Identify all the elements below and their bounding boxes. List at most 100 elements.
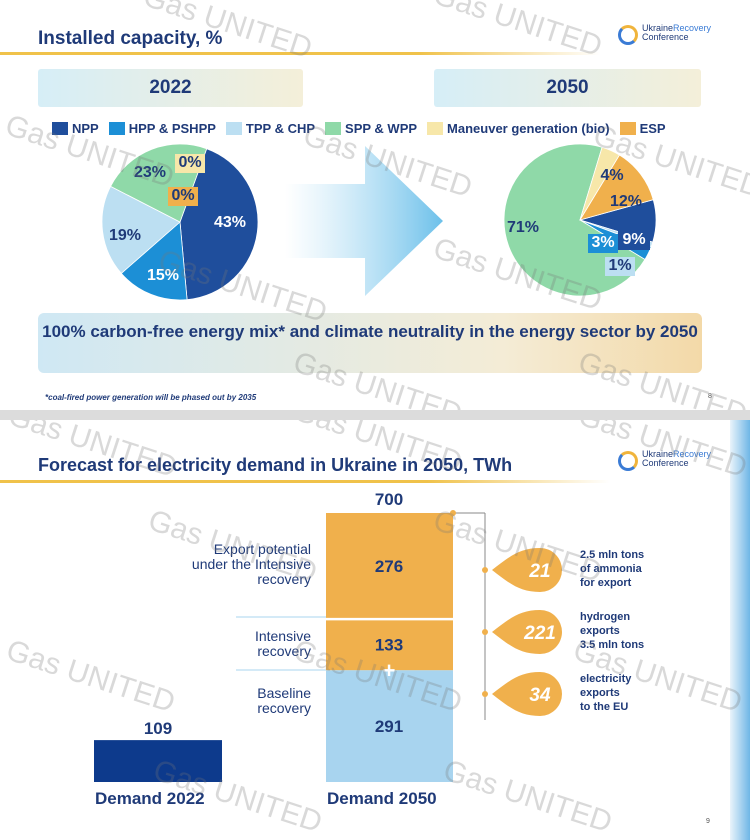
legend-item-tpp-chp: TPP & CHP xyxy=(225,121,316,136)
segment-label-intensive: Intensive recovery xyxy=(255,629,311,659)
segment-label-line: under the Intensive xyxy=(191,556,311,572)
logo-name: Ukraine xyxy=(642,23,674,33)
export-text: electricity exports to the EU xyxy=(580,672,631,714)
legend-item-spp-wpp: SPP & WPP xyxy=(325,121,417,136)
pie-label-bg xyxy=(168,187,198,206)
pie-label-maneuver-generation-bio: 0% xyxy=(178,154,201,171)
footnote: *coal-fired power generation will be pha… xyxy=(45,393,257,402)
logo-name-2: Recovery xyxy=(673,23,712,33)
legend-label: ESP xyxy=(639,121,666,136)
bar-segment-intensive xyxy=(326,619,453,671)
legend-label: TPP & CHP xyxy=(245,121,316,136)
bar-segment-baseline xyxy=(326,670,453,782)
segment-label-line: Intensive xyxy=(254,628,311,644)
export-drop xyxy=(492,672,562,716)
plus-sign: + xyxy=(383,658,396,683)
export-text-line: 2.5 mln tons xyxy=(580,549,645,561)
pie-2050: 9% 1% 3% 71% 4% 12% xyxy=(503,143,657,297)
pie-label-npp: 43% xyxy=(214,214,246,231)
pie-label-npp: 9% xyxy=(622,231,645,248)
year-2050-box: 2050 xyxy=(434,69,701,107)
page-number: 8 xyxy=(708,393,712,400)
segment-label-export: Export potential under the Intensive recov… xyxy=(192,542,311,587)
legend-swatch xyxy=(52,122,68,135)
segment-label-line: Export potential xyxy=(213,541,311,557)
legend-label: Maneuver generation (bio) xyxy=(447,121,610,136)
export-text: 2.5 mln tons of ammonia for export xyxy=(580,548,644,590)
logo-sub: Conference xyxy=(642,458,689,468)
pie-label-bg xyxy=(605,257,635,276)
bracket-dot xyxy=(482,691,488,697)
category-label-2050: Demand 2050 xyxy=(327,789,437,808)
legend-swatch xyxy=(619,122,636,135)
slide-electricity-demand: Forecast for electricity demand in Ukrai… xyxy=(0,420,750,840)
conference-logo: UkraineRecovery Conference xyxy=(618,24,711,46)
arrow-graphic xyxy=(285,146,443,296)
legend-item-esp: ESP xyxy=(619,121,666,136)
bracket-dot xyxy=(482,567,488,573)
bracket-dot xyxy=(482,629,488,635)
slide2-title: Forecast for electricity demand in Ukrai… xyxy=(38,455,513,475)
segment-label-line: recovery xyxy=(257,643,311,659)
pie-label-spp-wpp: 23% xyxy=(134,164,166,181)
pie-label-esp: 12% xyxy=(610,193,642,210)
slide1-title: Installed capacity, % xyxy=(38,28,223,49)
logo-icon xyxy=(618,451,638,471)
legend-swatch xyxy=(108,122,125,135)
pie-slice-npp xyxy=(179,148,259,301)
bar-value-intensive-recovery: 133 xyxy=(375,636,403,655)
pie-slice-esp xyxy=(579,154,654,221)
logo-name: Ukraine xyxy=(642,449,674,459)
pie-label-hpp-pshpp: 3% xyxy=(591,234,614,251)
bar-segment-export xyxy=(326,513,453,620)
legend: NPP HPP & PSHPP TPP & CHP SPP & WPP Maneuver… xyxy=(52,121,666,136)
legend-item-maneuver-generation-bio: Maneuver generation (bio) xyxy=(427,121,610,136)
export-text: hydrogen exports 3.5 mln tons xyxy=(580,610,644,652)
export-text-line: hydrogen xyxy=(580,611,631,623)
conference-logo: UkraineRecovery Conference xyxy=(618,450,711,472)
logo-name-2: Recovery xyxy=(673,449,712,459)
logo-icon xyxy=(618,25,638,45)
pie-label-maneuver-generation-bio: 4% xyxy=(600,167,623,184)
title-underline xyxy=(0,480,610,483)
export-text-line: to the EU xyxy=(580,701,629,713)
pie-2022: 43% 15% 19% 23% 0% 0% xyxy=(101,143,259,301)
pie-slice-tpp-chp xyxy=(101,185,181,274)
export-text-line: 3.5 mln tons xyxy=(580,639,645,651)
segment-label-line: recovery xyxy=(257,700,311,716)
legend-swatch xyxy=(427,122,444,135)
logo-sub: Conference xyxy=(642,32,689,42)
legend-label: SPP & WPP xyxy=(345,121,418,136)
pie-slice-hpp-pshpp xyxy=(120,221,188,301)
bar-total-2022: 109 xyxy=(144,719,172,738)
bar-total-2050: 700 xyxy=(375,490,403,509)
export-text-line: electricity xyxy=(580,673,632,685)
pie-label-tpp-chp: 19% xyxy=(109,227,141,244)
legend-swatch xyxy=(225,122,242,135)
export-drop xyxy=(492,548,562,592)
legend-swatch xyxy=(325,122,342,135)
legend-label: HPP & PSHPP xyxy=(128,121,216,136)
export-text-line: exports xyxy=(580,687,620,699)
legend-item-hpp-pshpp: HPP & PSHPP xyxy=(108,121,216,136)
export-text-line: for export xyxy=(580,577,632,589)
legend-label: NPP xyxy=(72,121,99,136)
export-text-line: exports xyxy=(580,625,620,637)
slide-installed-capacity: Installed capacity, % UkraineRecovery Co… xyxy=(0,0,750,410)
pie-label-bg xyxy=(618,231,650,250)
segment-label-baseline: Baseline recovery xyxy=(257,686,311,716)
category-label-2022: Demand 2022 xyxy=(95,789,205,808)
pie-label-hpp-pshpp: 15% xyxy=(147,267,179,284)
page-number: 9 xyxy=(706,818,710,825)
pie-label-bg xyxy=(175,154,205,173)
export-drop xyxy=(492,610,562,654)
bar-value-baseline-recovery: 291 xyxy=(375,717,403,736)
segment-label-line: Baseline xyxy=(257,685,311,701)
banner: 100% carbon-free energy mix* and climate… xyxy=(38,313,702,373)
segment-label-line: recovery xyxy=(257,571,311,587)
pie-label-bg xyxy=(588,234,618,253)
export-drop-value: 21 xyxy=(528,561,550,582)
export-drop-value: 34 xyxy=(529,685,551,706)
side-accent xyxy=(730,420,750,840)
pie-label-spp-wpp: 71% xyxy=(507,219,539,236)
